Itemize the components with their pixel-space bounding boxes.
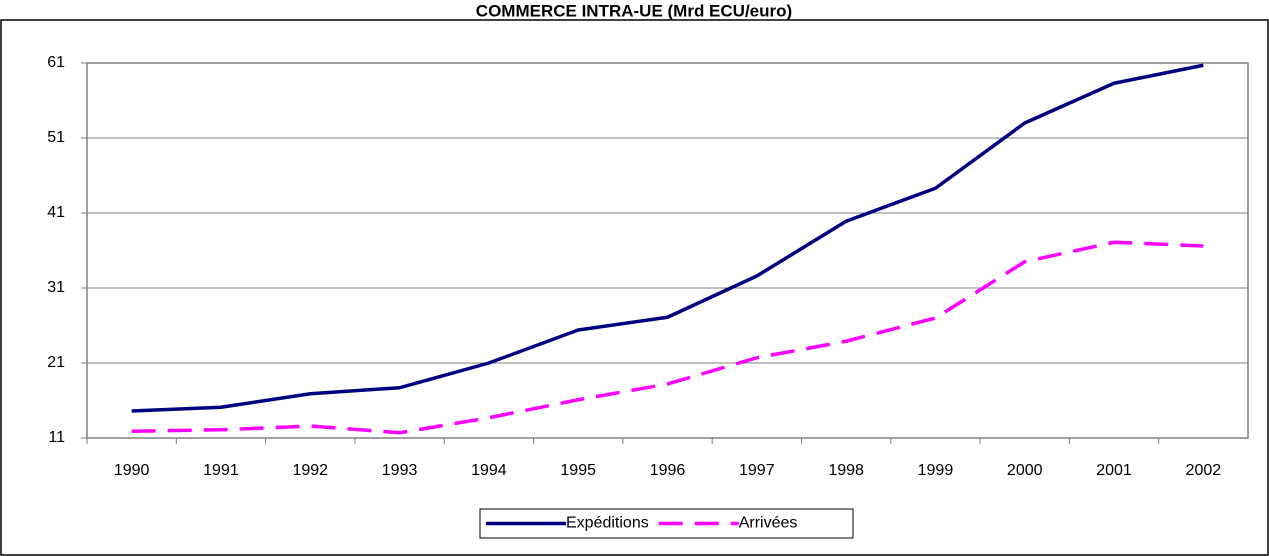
x-tick-label: 1993 [382, 462, 418, 479]
y-tick-label: 51 [47, 129, 65, 146]
y-tick-label: 31 [47, 279, 65, 296]
y-tick-label: 11 [48, 429, 65, 446]
title-bg [11, 1, 1258, 19]
x-tick-label: 1999 [918, 462, 954, 479]
series-line [131, 240, 1204, 435]
x-tick-label: 1994 [471, 462, 507, 479]
x-tick-label: 2000 [1007, 462, 1043, 479]
x-tick-label: 1997 [739, 462, 775, 479]
y-tick-label: 61 [47, 54, 65, 71]
x-tick-label: 1991 [203, 462, 239, 479]
legend-label: Arrivées [739, 515, 798, 532]
x-tick-label: 1995 [560, 462, 596, 479]
legend-label: Expéditions [566, 515, 649, 532]
plot-area [86, 62, 1249, 439]
chart-title: COMMERCE INTRA-UE (Mrd ECU/euro) [476, 1, 792, 20]
y-tick-label: 41 [47, 204, 65, 221]
x-tick-label: 1990 [114, 462, 150, 479]
x-tick-label: 1998 [828, 462, 864, 479]
x-tick-label: 2002 [1186, 462, 1222, 479]
x-tick-label: 1992 [292, 462, 328, 479]
x-tick-label: 1996 [650, 462, 686, 479]
series-line [131, 63, 1204, 413]
y-tick-label: 21 [47, 354, 65, 371]
x-tick-label: 2001 [1096, 462, 1132, 479]
